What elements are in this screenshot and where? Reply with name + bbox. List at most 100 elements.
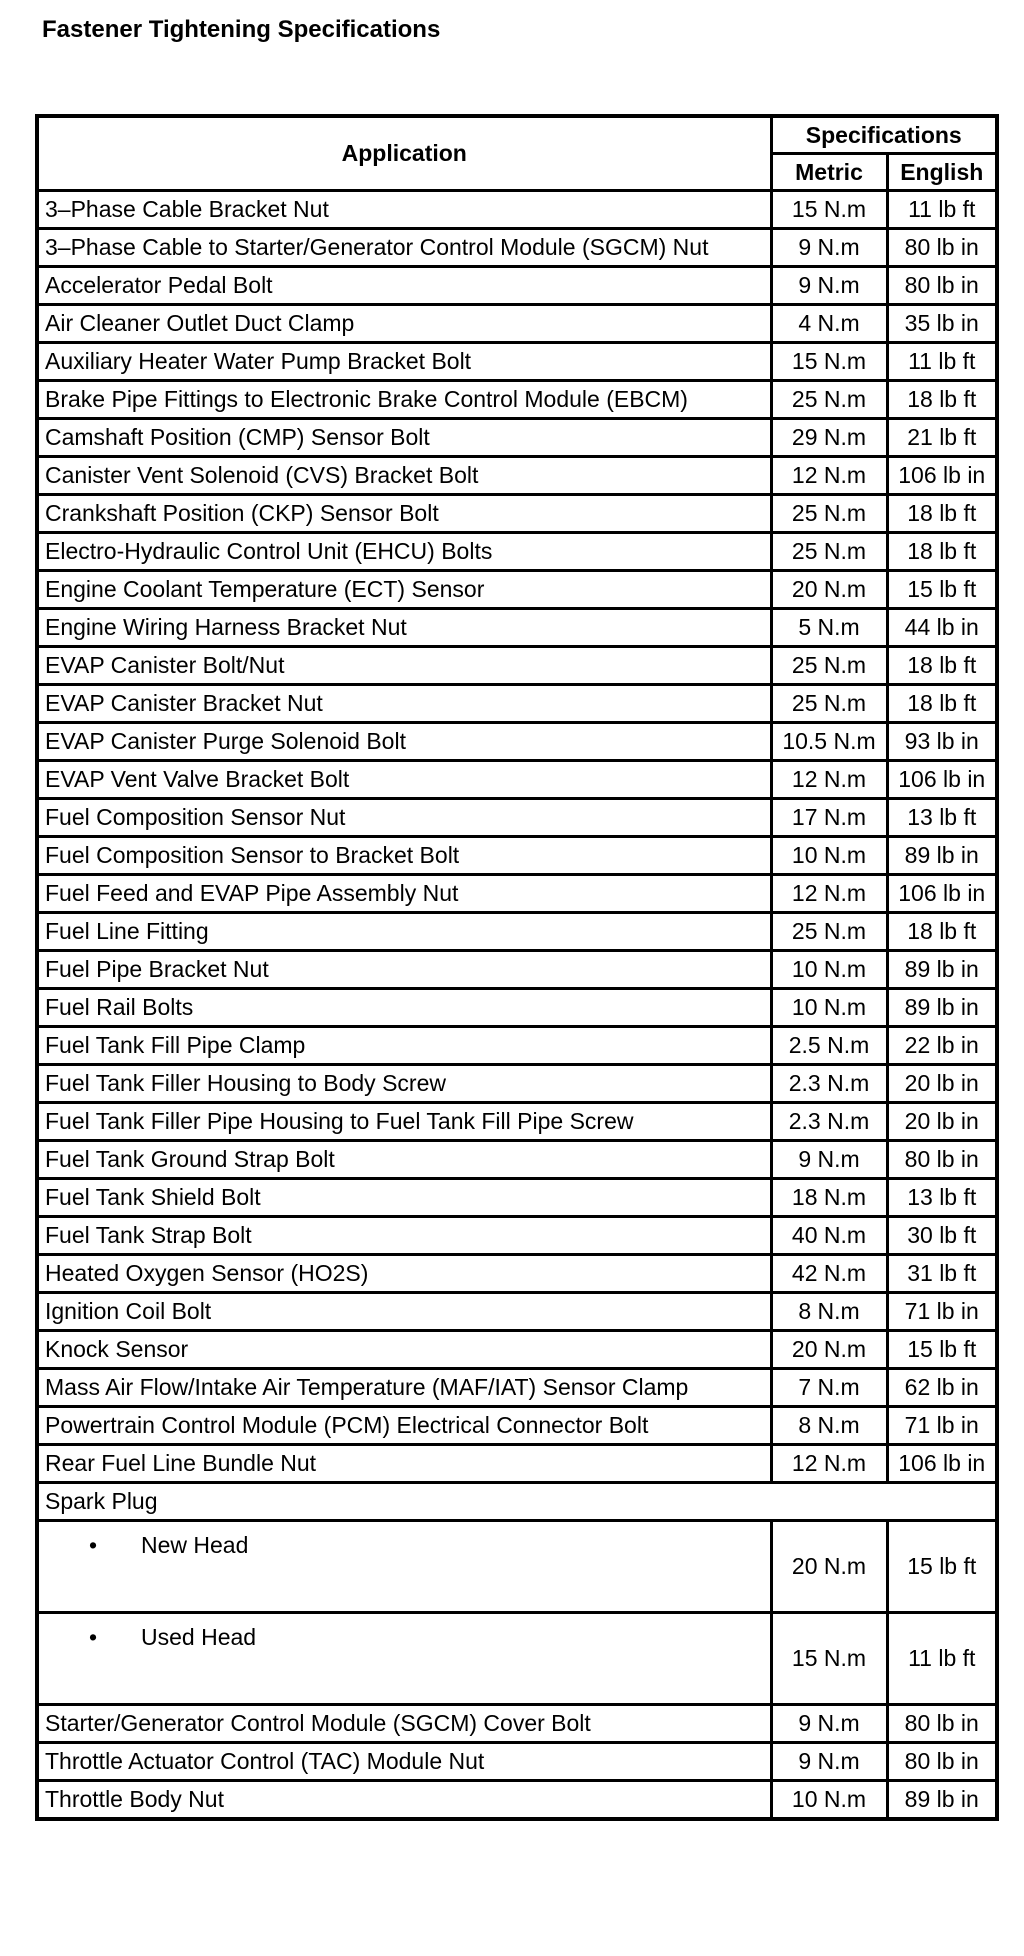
english-cell: 80 lb in	[885, 1741, 999, 1782]
table-row: Fuel Composition Sensor Nut 17 N.m 13 lb f…	[35, 797, 999, 838]
metric-cell: 25 N.m	[769, 531, 889, 572]
table-row: Powertrain Control Module (PCM) Electric…	[35, 1405, 999, 1446]
table-row: EVAP Canister Bracket Nut 25 N.m 18 lb ft	[35, 683, 999, 724]
metric-cell: 12 N.m	[769, 1443, 889, 1484]
english-cell: 71 lb in	[885, 1405, 999, 1446]
application-cell: EVAP Canister Bracket Nut	[35, 683, 773, 724]
english-cell: 18 lb ft	[885, 493, 999, 534]
application-cell: Air Cleaner Outlet Duct Clamp	[35, 303, 773, 344]
english-cell: 11 lb ft	[885, 189, 999, 230]
english-cell: 80 lb in	[885, 265, 999, 306]
table-row: EVAP Canister Bolt/Nut 25 N.m 18 lb ft	[35, 645, 999, 686]
table-row: • Used Head 15 N.m 11 lb ft	[35, 1611, 999, 1706]
metric-cell: 18 N.m	[769, 1177, 889, 1218]
application-cell: Fuel Line Fitting	[35, 911, 773, 952]
application-cell: Fuel Tank Strap Bolt	[35, 1215, 773, 1256]
table-row: Starter/Generator Control Module (SGCM) …	[35, 1703, 999, 1744]
metric-cell: 10 N.m	[769, 987, 889, 1028]
table-row: Throttle Body Nut 10 N.m 89 lb in	[35, 1779, 999, 1821]
english-cell: 30 lb ft	[885, 1215, 999, 1256]
metric-cell: 25 N.m	[769, 683, 889, 724]
application-cell: Fuel Composition Sensor Nut	[35, 797, 773, 838]
english-cell: 15 lb ft	[885, 569, 999, 610]
header-row: Application Specifications	[35, 114, 999, 192]
table-row: EVAP Canister Purge Solenoid Bolt 10.5 N.…	[35, 721, 999, 762]
english-cell: 13 lb ft	[885, 1177, 999, 1218]
application-cell: Fuel Feed and EVAP Pipe Assembly Nut	[35, 873, 773, 914]
table-row: Canister Vent Solenoid (CVS) Bracket Bol…	[35, 455, 999, 496]
english-cell: 31 lb ft	[885, 1253, 999, 1294]
application-cell: EVAP Canister Bolt/Nut	[35, 645, 773, 686]
application-cell: 3–Phase Cable Bracket Nut	[35, 189, 773, 230]
english-cell: 18 lb ft	[885, 379, 999, 420]
english-cell: 106 lb in	[885, 873, 999, 914]
spark-plug-label: Spark Plug	[35, 1481, 999, 1522]
metric-cell: 25 N.m	[769, 493, 889, 534]
application-cell: EVAP Vent Valve Bracket Bolt	[35, 759, 773, 800]
application-cell: Camshaft Position (CMP) Sensor Bolt	[35, 417, 773, 458]
table-row: Fuel Tank Ground Strap Bolt 9 N.m 80 lb in	[35, 1139, 999, 1180]
metric-cell: 9 N.m	[769, 265, 889, 306]
english-cell: 11 lb ft	[885, 1611, 999, 1706]
table-row: Brake Pipe Fittings to Electronic Brake …	[35, 379, 999, 420]
metric-cell: 40 N.m	[769, 1215, 889, 1256]
application-cell: Auxiliary Heater Water Pump Bracket Bolt	[35, 341, 773, 382]
metric-cell: 20 N.m	[769, 569, 889, 610]
table-row: Fuel Rail Bolts 10 N.m 89 lb in	[35, 987, 999, 1028]
metric-cell: 2.5 N.m	[769, 1025, 889, 1066]
metric-cell: 9 N.m	[769, 1139, 889, 1180]
application-cell: Fuel Tank Shield Bolt	[35, 1177, 773, 1218]
english-cell: 18 lb ft	[885, 531, 999, 572]
bullet-icon: •	[88, 1532, 98, 1558]
table-row: EVAP Vent Valve Bracket Bolt 12 N.m 106 lb…	[35, 759, 999, 800]
metric-cell: 9 N.m	[769, 227, 889, 268]
application-cell: 3–Phase Cable to Starter/Generator Contr…	[35, 227, 773, 268]
table-row: 3–Phase Cable to Starter/Generator Contr…	[35, 227, 999, 268]
metric-cell: 25 N.m	[769, 379, 889, 420]
metric-cell: 10.5 N.m	[769, 721, 889, 762]
english-cell: 44 lb in	[885, 607, 999, 648]
application-cell: Fuel Tank Fill Pipe Clamp	[35, 1025, 773, 1066]
table-row: Fuel Tank Strap Bolt 40 N.m 30 lb ft	[35, 1215, 999, 1256]
english-cell: 18 lb ft	[885, 645, 999, 686]
table-row: Fuel Composition Sensor to Bracket Bolt 1…	[35, 835, 999, 876]
metric-cell: 8 N.m	[769, 1405, 889, 1446]
english-cell: 89 lb in	[885, 835, 999, 876]
english-cell: 20 lb in	[885, 1101, 999, 1142]
header-subrow: Metric English	[37, 152, 999, 192]
english-cell: 89 lb in	[885, 949, 999, 990]
application-cell: Fuel Tank Ground Strap Bolt	[35, 1139, 773, 1180]
english-cell: 15 lb ft	[885, 1329, 999, 1370]
application-cell: Fuel Pipe Bracket Nut	[35, 949, 773, 990]
metric-cell: 8 N.m	[769, 1291, 889, 1332]
metric-cell: 2.3 N.m	[769, 1101, 889, 1142]
application-cell: New Head	[141, 1532, 249, 1558]
metric-cell: 12 N.m	[769, 873, 889, 914]
metric-cell: 25 N.m	[769, 645, 889, 686]
application-cell: Starter/Generator Control Module (SGCM) …	[35, 1703, 773, 1744]
table-row: Engine Coolant Temperature (ECT) Sensor 2…	[35, 569, 999, 610]
metric-cell: 9 N.m	[769, 1741, 889, 1782]
metric-cell: 10 N.m	[769, 1779, 889, 1821]
application-cell: Engine Coolant Temperature (ECT) Sensor	[35, 569, 773, 610]
metric-cell: 4 N.m	[769, 303, 889, 344]
table-row: Fuel Line Fitting 25 N.m 18 lb ft	[35, 911, 999, 952]
english-cell: 106 lb in	[885, 759, 999, 800]
metric-cell: 12 N.m	[769, 455, 889, 496]
metric-cell: 20 N.m	[769, 1329, 889, 1370]
header-english: English	[885, 152, 999, 192]
english-cell: 93 lb in	[885, 721, 999, 762]
spark-plug-row: Spark Plug	[35, 1481, 999, 1522]
application-cell: Electro-Hydraulic Control Unit (EHCU) Bo…	[35, 531, 773, 572]
english-cell: 20 lb in	[885, 1063, 999, 1104]
english-cell: 71 lb in	[885, 1291, 999, 1332]
table-row: Knock Sensor 20 N.m 15 lb ft	[35, 1329, 999, 1370]
metric-cell: 5 N.m	[769, 607, 889, 648]
english-cell: 62 lb in	[885, 1367, 999, 1408]
metric-cell: 20 N.m	[769, 1519, 889, 1614]
english-cell: 89 lb in	[885, 1779, 999, 1821]
application-cell: Fuel Rail Bolts	[35, 987, 773, 1028]
english-cell: 106 lb in	[885, 1443, 999, 1484]
application-cell: Rear Fuel Line Bundle Nut	[35, 1443, 773, 1484]
application-cell: Fuel Composition Sensor to Bracket Bolt	[35, 835, 773, 876]
